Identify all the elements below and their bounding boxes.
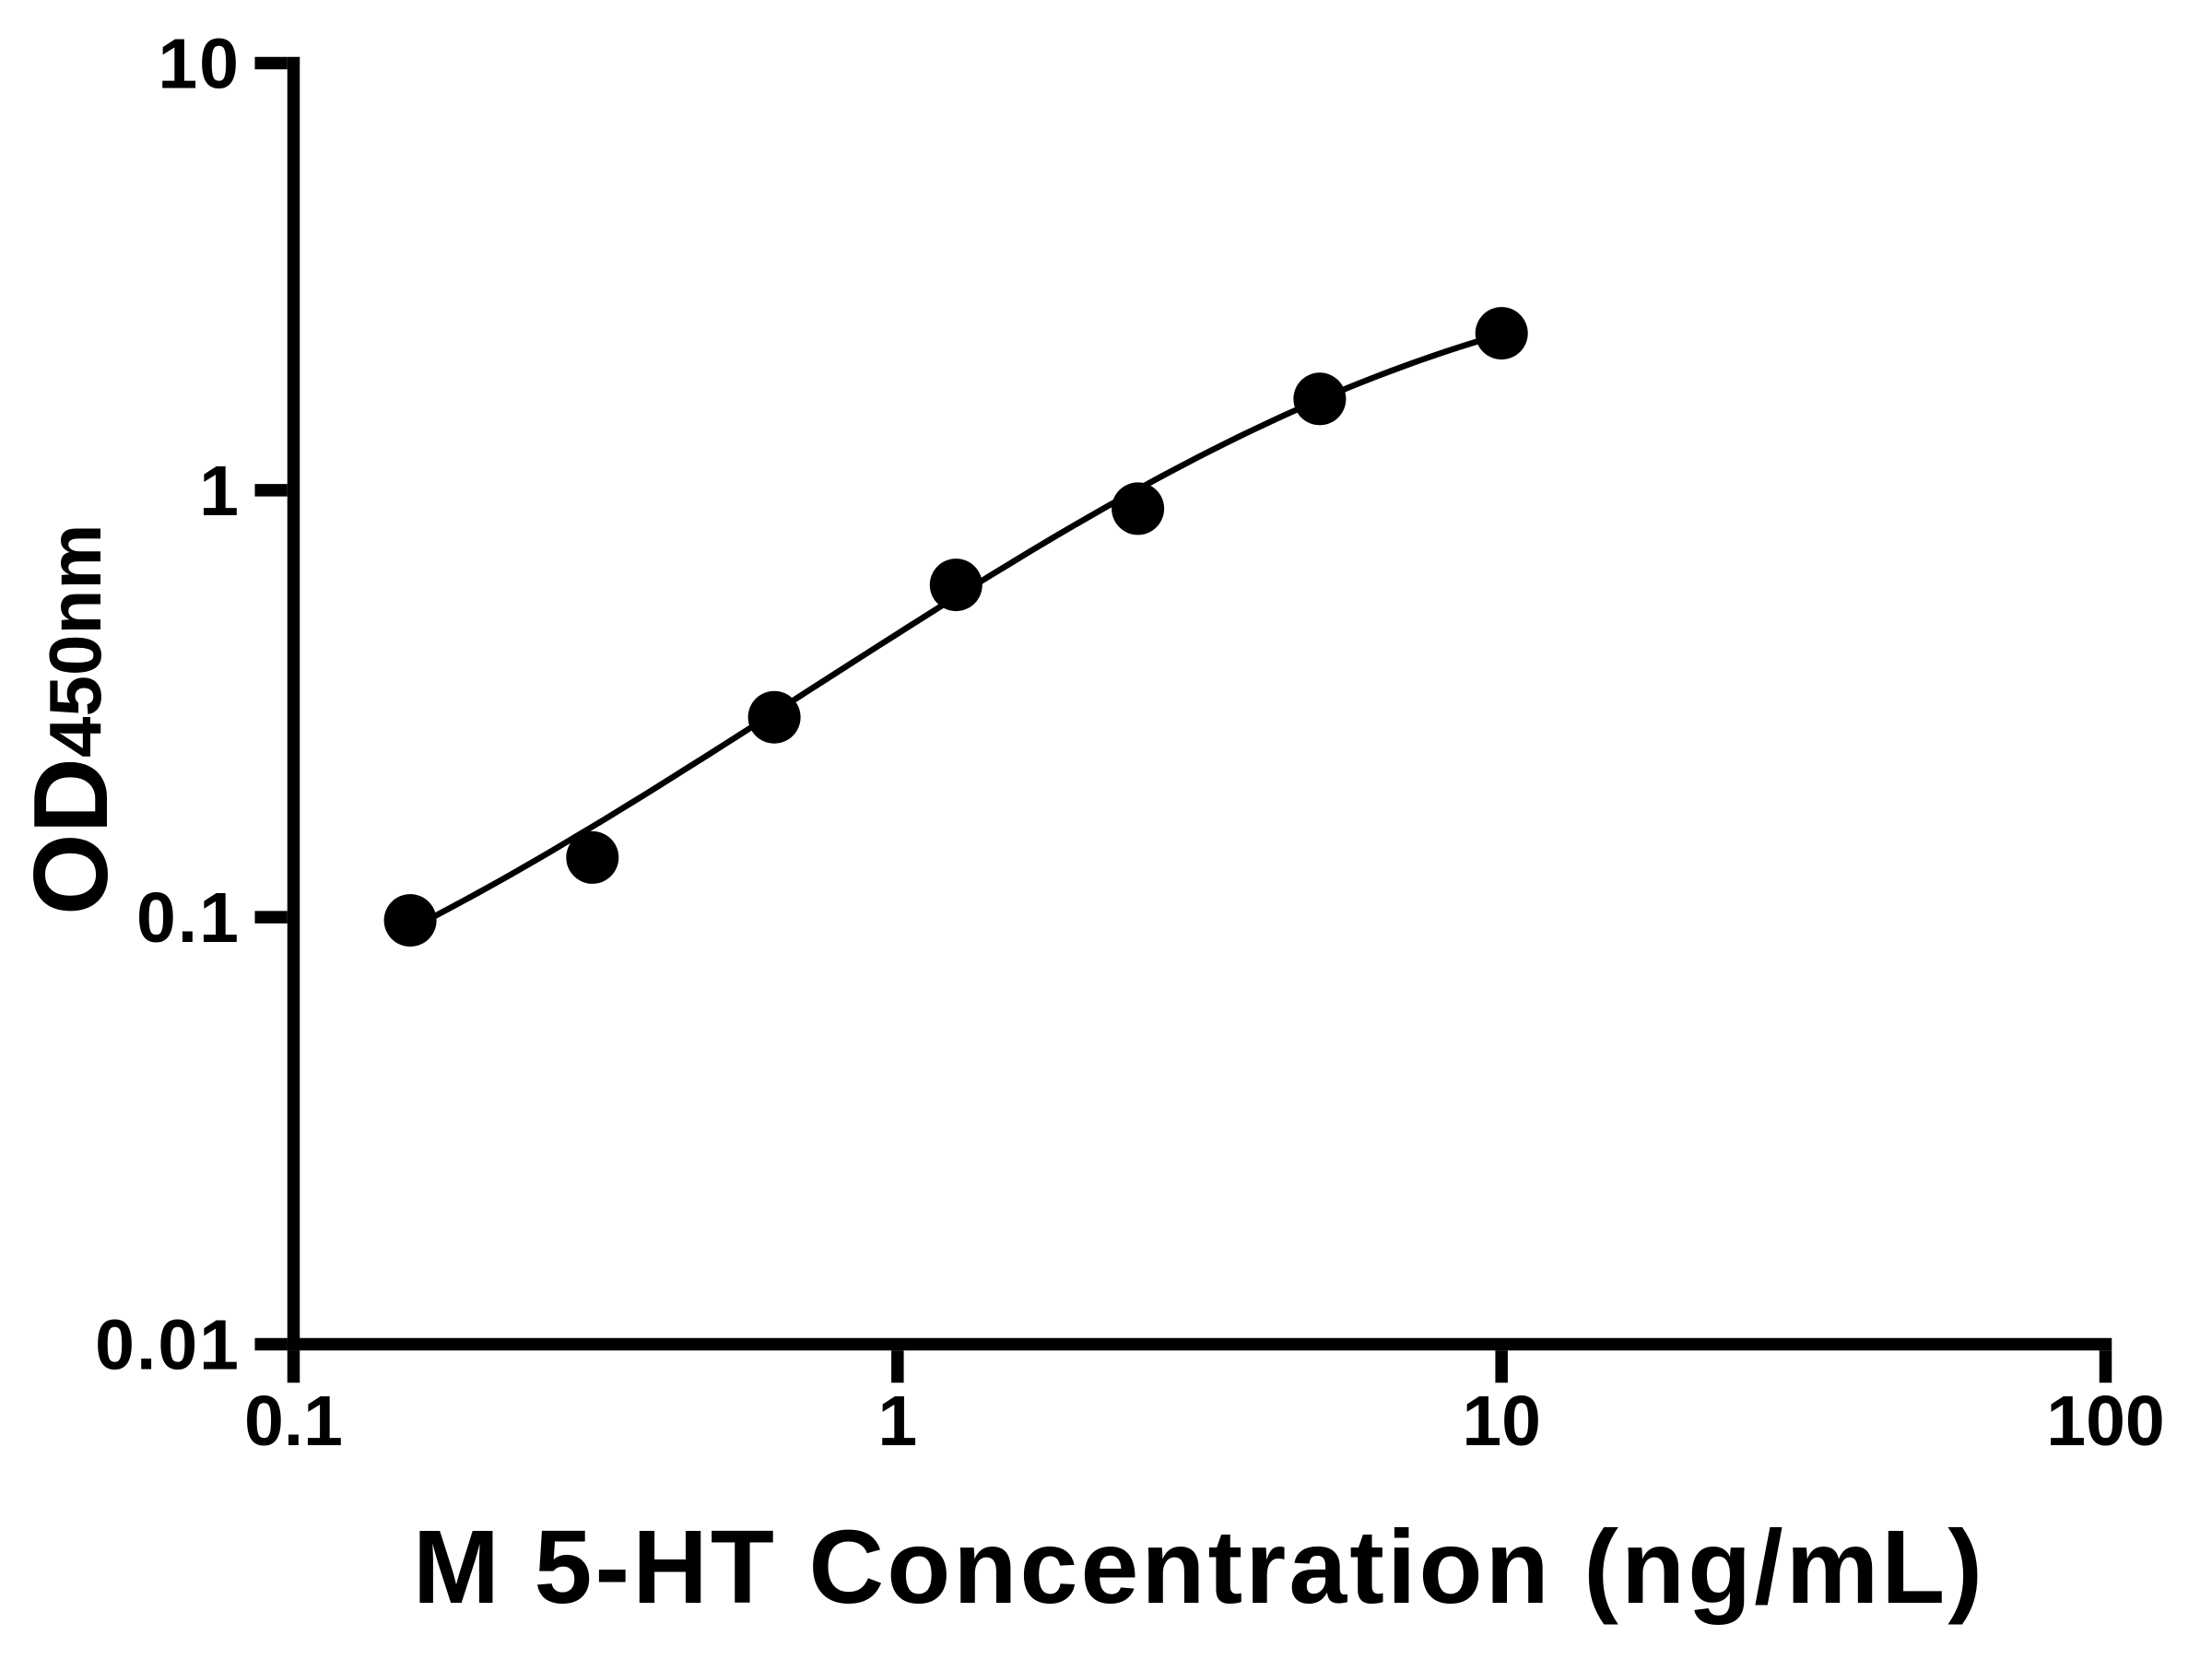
svg-text:1: 1 [199,452,241,531]
svg-text:0.01: 0.01 [95,1306,241,1385]
svg-text:10: 10 [1462,1382,1541,1461]
svg-text:M 5-HT Concentration (ng/mL): M 5-HT Concentration (ng/mL) [413,1509,1985,1625]
svg-text:1: 1 [877,1382,917,1461]
svg-text:0.1: 0.1 [136,878,241,958]
svg-text:0.1: 0.1 [244,1382,343,1461]
svg-text:100: 100 [2046,1382,2164,1461]
svg-text:10: 10 [158,25,241,104]
